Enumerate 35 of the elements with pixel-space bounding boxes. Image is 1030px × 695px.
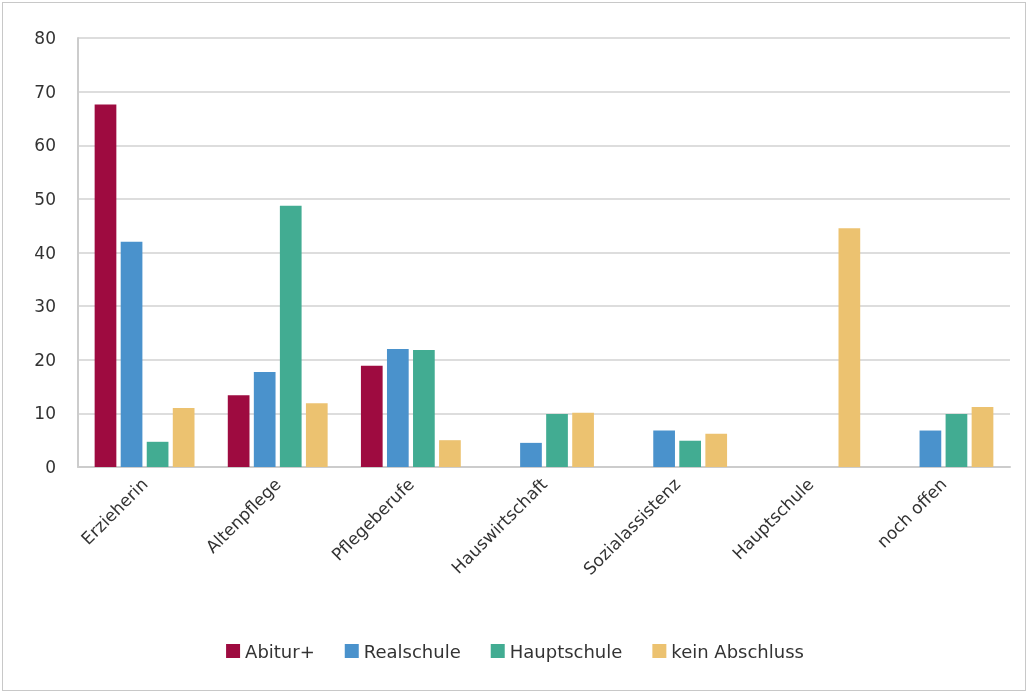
legend-label: Hauptschule bbox=[509, 640, 623, 662]
y-tick-label: 0 bbox=[45, 457, 56, 477]
bar bbox=[386, 349, 409, 467]
y-tick-label: 20 bbox=[34, 349, 56, 370]
bar bbox=[971, 406, 994, 467]
y-tick-label: 10 bbox=[34, 403, 56, 424]
bar bbox=[919, 430, 942, 467]
bar bbox=[279, 205, 302, 467]
bar bbox=[305, 403, 328, 467]
y-tick-label: 50 bbox=[34, 188, 56, 209]
bar bbox=[679, 440, 702, 467]
y-tick-label: 60 bbox=[34, 135, 56, 156]
bar bbox=[253, 372, 276, 467]
bar bbox=[945, 413, 968, 467]
bar bbox=[227, 395, 250, 467]
bar bbox=[146, 441, 169, 467]
bar bbox=[120, 241, 143, 467]
bar bbox=[653, 430, 675, 467]
bar bbox=[520, 442, 542, 467]
y-tick-label: 40 bbox=[34, 242, 56, 263]
y-tick-label: 30 bbox=[34, 296, 56, 317]
bar bbox=[838, 228, 861, 467]
bar bbox=[413, 350, 435, 467]
bar bbox=[705, 433, 728, 467]
bar bbox=[439, 440, 461, 467]
legend-label: Realschule bbox=[363, 640, 461, 662]
y-tick-label: 70 bbox=[34, 81, 56, 102]
legend-label: Abitur+ bbox=[245, 640, 315, 662]
bar bbox=[94, 104, 117, 467]
bar bbox=[172, 408, 195, 467]
bar bbox=[572, 412, 594, 467]
bar bbox=[546, 413, 568, 467]
legend-label: kein Abschluss bbox=[671, 640, 804, 662]
y-tick-label: 80 bbox=[34, 28, 56, 48]
bar bbox=[360, 365, 383, 467]
